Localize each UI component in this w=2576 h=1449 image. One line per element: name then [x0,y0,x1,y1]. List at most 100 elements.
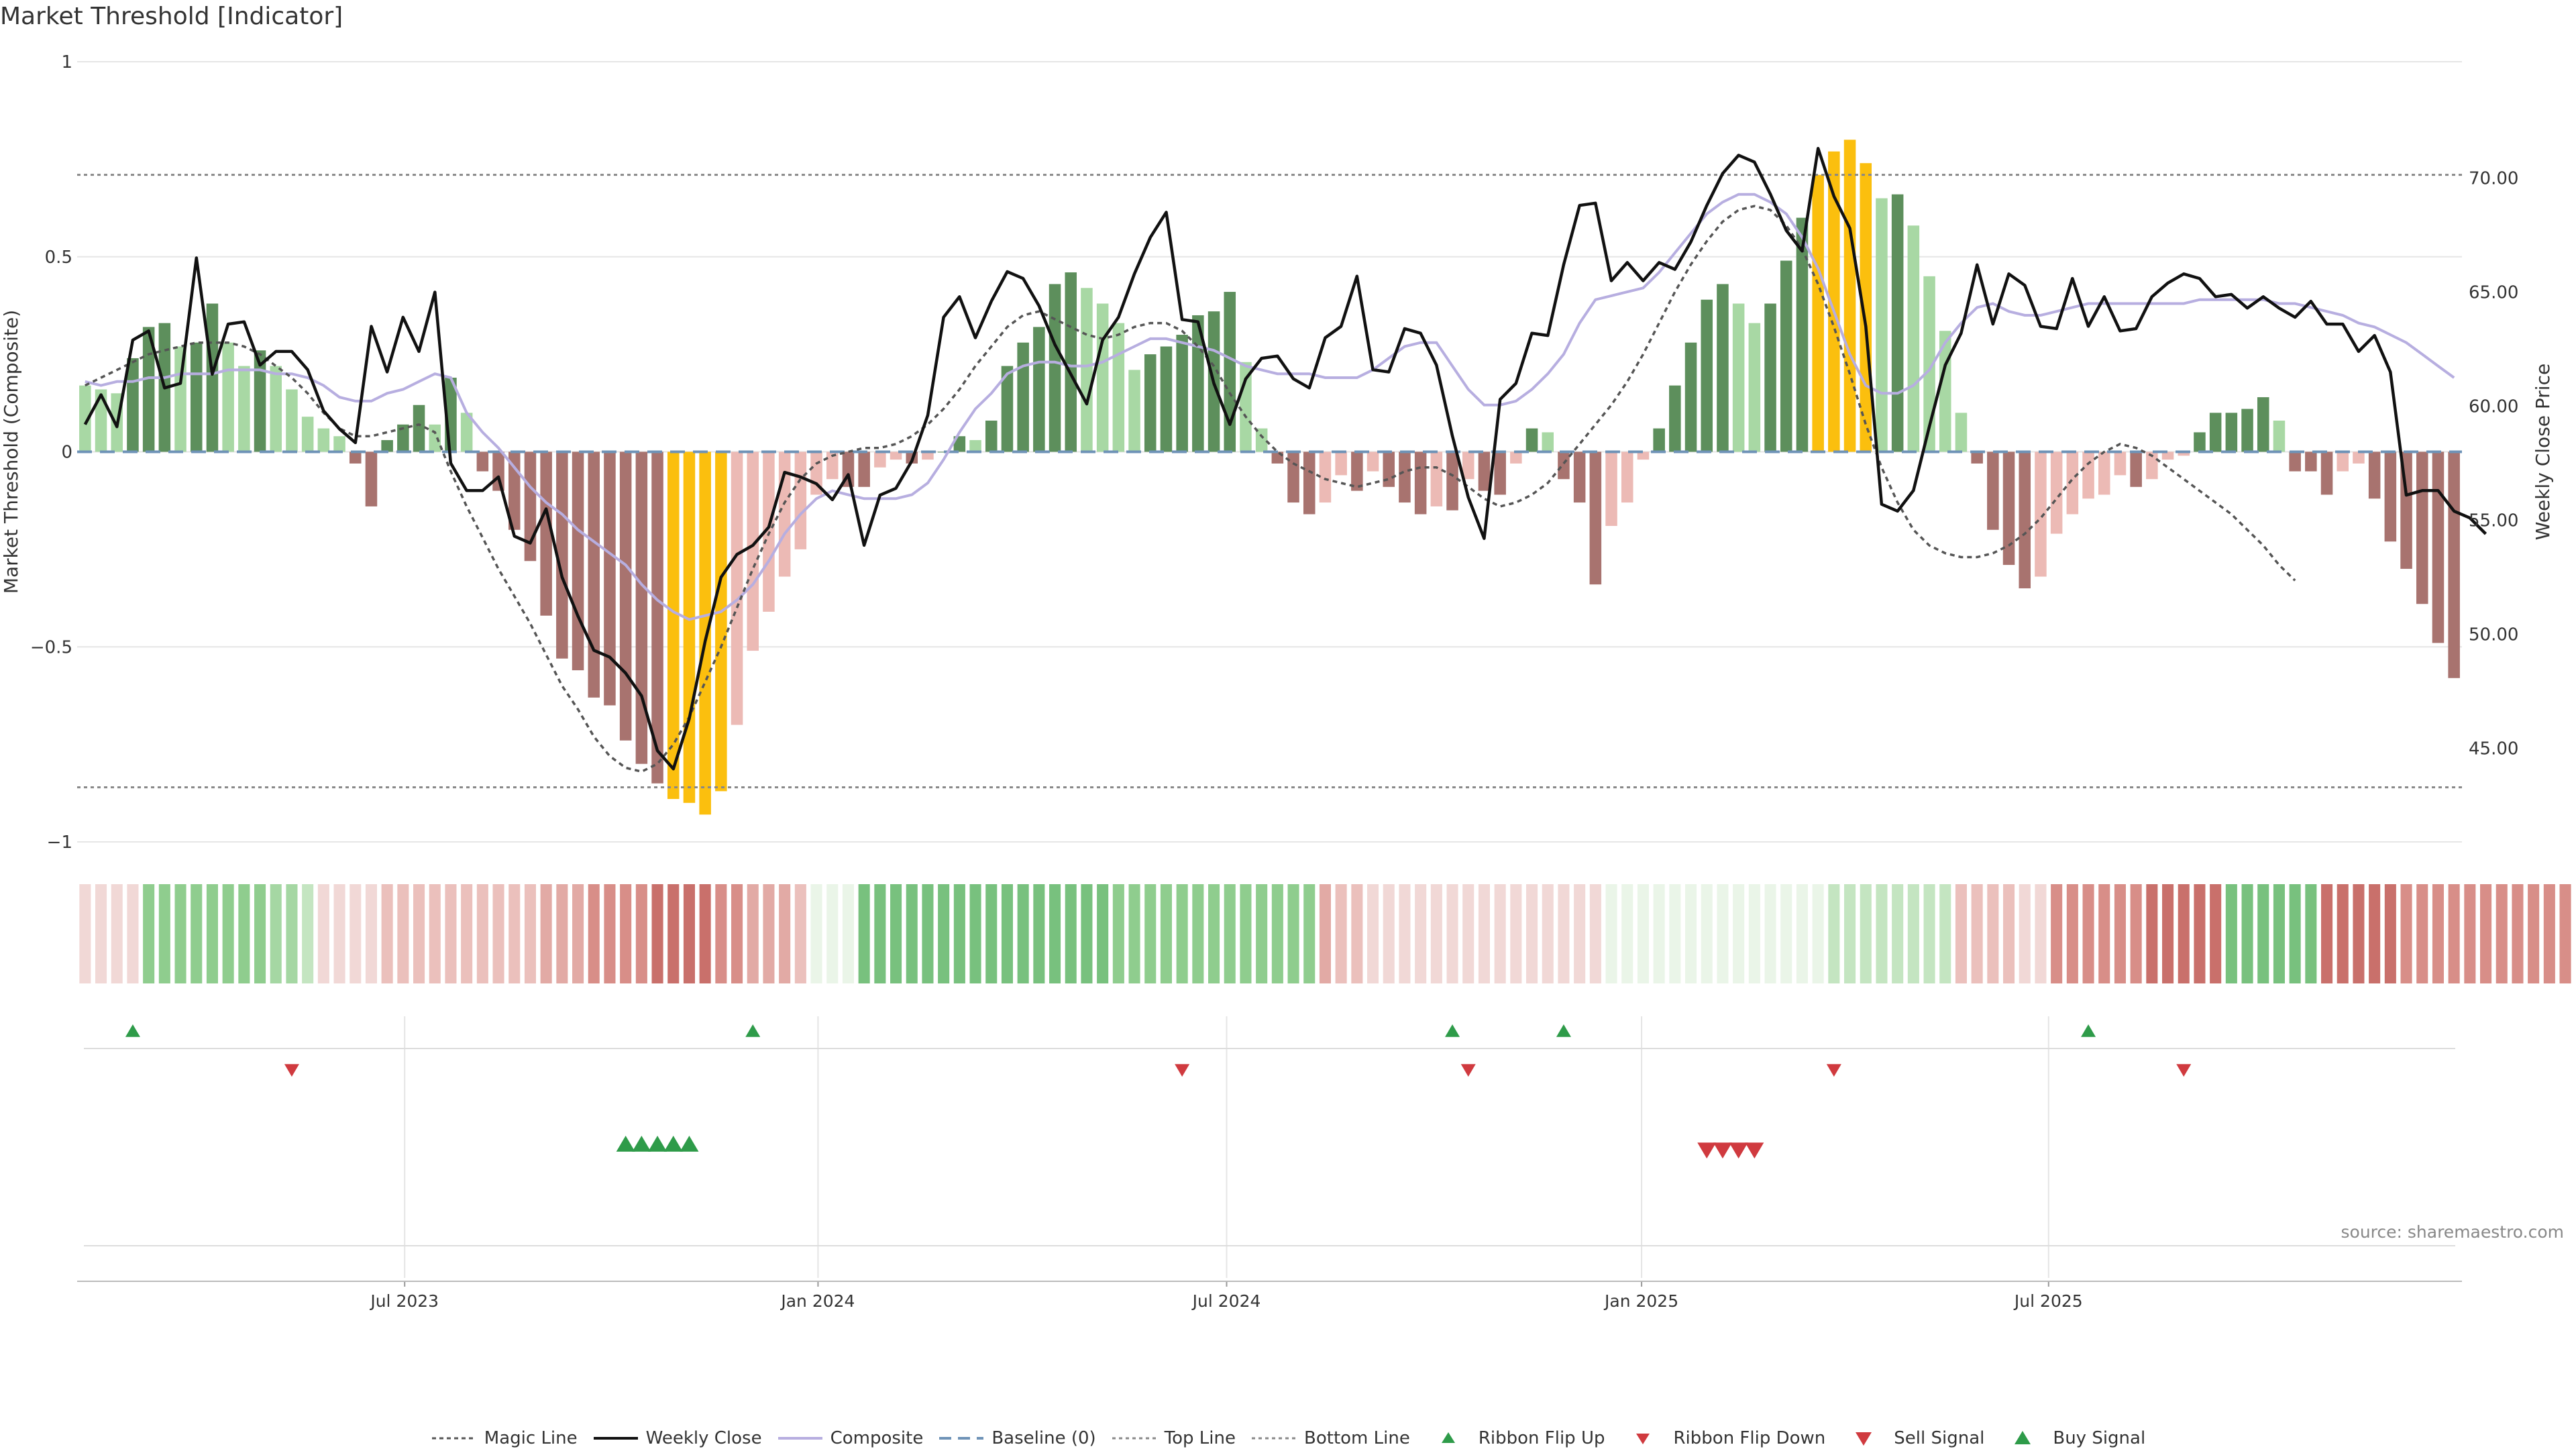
composite-bar [969,440,981,452]
composite-bar [2368,451,2381,499]
ribbon-flip-down-marker [1826,1064,1841,1077]
ribbon-cell [2448,884,2460,983]
ribbon-cell [1287,884,1299,983]
composite-bar [1462,451,1474,480]
composite-bar [858,451,870,487]
ribbon-cell [1574,884,1586,983]
composite-bar [1923,276,1935,452]
ribbon-cell [2353,884,2365,983]
ribbon-cell [143,884,155,983]
ribbon-cell [699,884,711,983]
ribbon-cell [2273,884,2285,983]
ribbon-cell [1240,884,1252,983]
composite-bar [1780,260,1792,452]
legend-swatch-icon [1441,1432,1455,1443]
composite-bar [2305,451,2317,472]
composite-bar [492,451,504,491]
composite-bar [2082,451,2094,499]
ribbon-cell [1621,884,1633,983]
ribbon-cell [1892,884,1904,983]
composite-bar [1812,174,1824,452]
composite-bar [2146,451,2158,480]
composite-bar [651,451,663,784]
y-tick-label-right: 50.00 [2469,625,2518,645]
legend-swatch-icon [1252,1437,1296,1440]
signal-panels [77,1024,2462,1282]
ribbon-cell [79,884,91,983]
ribbon-cell [604,884,616,983]
composite-bar [1112,323,1125,452]
ribbon-cell [1351,884,1363,983]
legend-label: Sell Signal [1894,1428,1985,1448]
ribbon-cell [794,884,806,983]
ribbon-cell [1383,884,1395,983]
y-tick-label-right: 70.00 [2469,168,2518,189]
ribbon-cell [651,884,663,983]
ribbon-cell [1828,884,1840,983]
ribbon-cell [1208,884,1220,983]
ribbon-flip-down-marker [1175,1064,1190,1077]
composite-bar [1987,451,1999,530]
composite-bar [1049,284,1061,452]
legend-item-top: Top Line [1111,1428,1236,1448]
legend-item-close: Weekly Close [592,1428,762,1448]
composite-bar [1096,303,1109,452]
composite-bar [95,389,107,452]
ribbon-cell [1717,884,1729,983]
y-axis-title-left: Market Threshold (Composite) [0,310,22,594]
axes-layer: 1 0.5 0 −0.5 −1 70.00 65.00 60.00 55.00 50.00 45.0… [0,52,2554,1311]
legend-item-flipdown: Ribbon Flip Down [1619,1428,1825,1448]
ribbon-cell [906,884,918,983]
legend-item-magic: Magic Line [431,1428,578,1448]
sell-signal-marker [1713,1142,1732,1159]
y-tick-label-left: −1 [47,833,72,853]
composite-bar [190,342,203,452]
composite-bar [699,451,711,815]
ribbon-cell [2305,884,2317,983]
composite-bar [1955,413,1968,452]
composite-bar [1160,346,1173,452]
ribbon-cell [2051,884,2063,983]
composite-bar [715,451,727,792]
composite-bar [1684,342,1697,452]
sell-signal-marker [1729,1142,1748,1159]
composite-bar [2241,409,2253,452]
composite-bar [1828,151,1840,452]
y-tick-label-left: −0.5 [30,637,72,657]
composite-bar [890,451,902,460]
composite-bar [1224,292,1236,452]
composite-bar [2050,451,2063,534]
composite-bar [1796,217,1809,452]
ribbon-cell [350,884,362,983]
ribbon-cell [858,884,870,983]
composite-bar [2353,451,2365,464]
composite-bar [206,303,219,452]
ribbon-cell [2082,884,2094,983]
ribbon-cell [572,884,584,983]
y-tick-label-right: 65.00 [2469,282,2518,303]
ribbon-cell [174,884,186,983]
ribbon-cell [1812,884,1824,983]
ribbon-cell [1144,884,1157,983]
composite-line [85,193,2455,621]
composite-bar [301,417,314,452]
ribbon-cell [2035,884,2047,983]
composite-bar [1971,451,1983,464]
ribbon-cell [620,884,632,983]
ribbon-cell [2241,884,2253,983]
ribbon-cell [2210,884,2222,983]
composite-bar [2019,451,2031,589]
composite-bar [238,366,250,452]
ribbon-cell [1876,884,1888,983]
composite-bar [1176,335,1188,452]
y-axis-title-right: Weekly Close Price [2532,364,2554,540]
ribbon-cell [1446,884,1458,983]
ribbon-cell [317,884,329,983]
ribbon-cell [492,884,504,983]
ribbon-cell [1860,884,1872,983]
y-tick-label-left: 0.5 [45,248,72,268]
composite-bar [2289,451,2301,472]
composite-bar [2257,397,2269,452]
composite-bar [524,451,537,561]
ribbon-cell [397,884,409,983]
